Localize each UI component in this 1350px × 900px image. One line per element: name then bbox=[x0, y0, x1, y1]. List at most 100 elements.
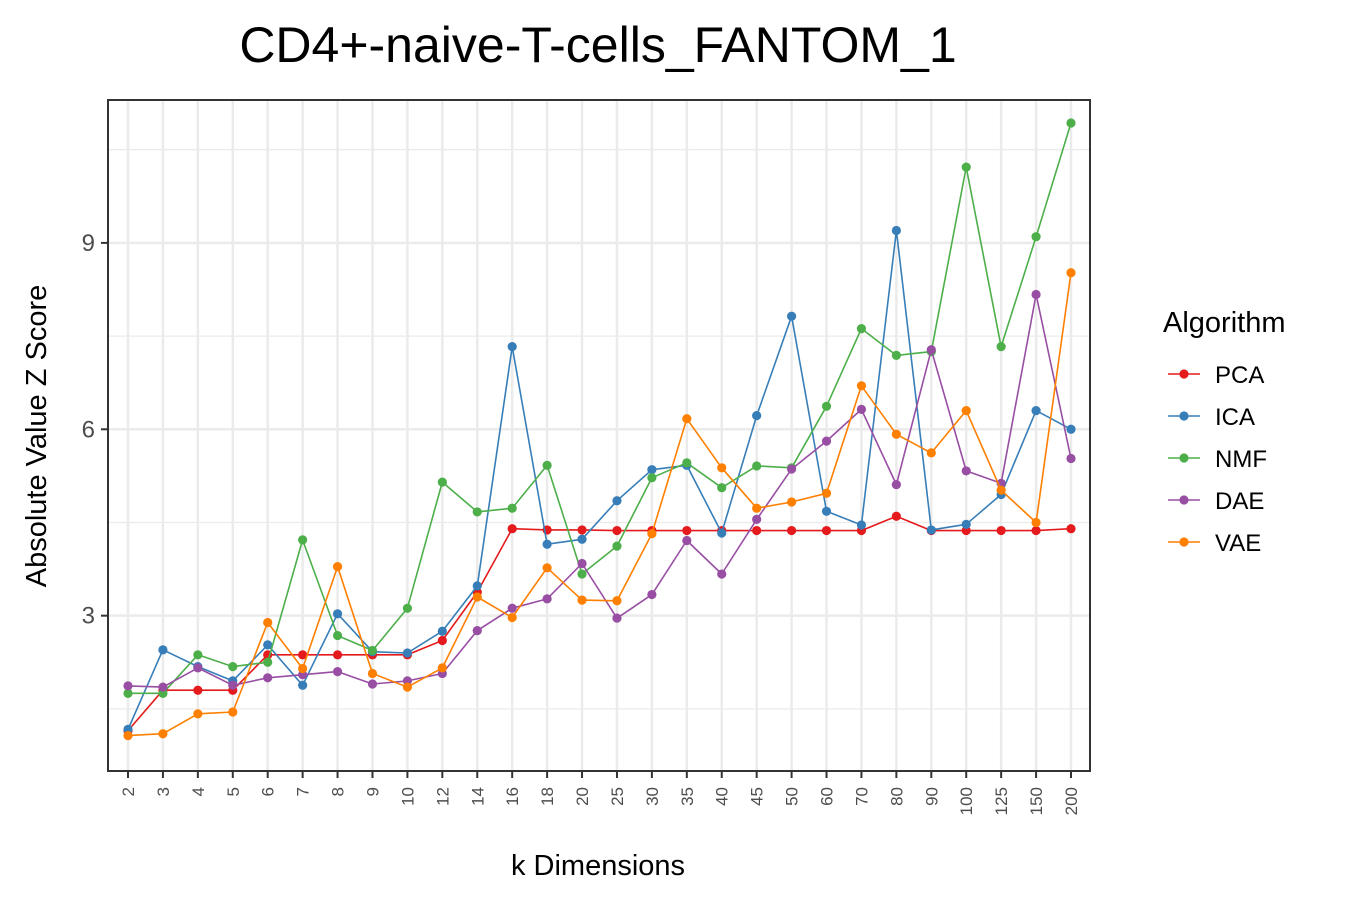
legend-key-point bbox=[1179, 495, 1189, 505]
x-tick-label: 16 bbox=[503, 787, 522, 806]
x-tick-label: 40 bbox=[713, 787, 732, 806]
data-point-ica bbox=[926, 525, 936, 535]
data-point-pca bbox=[891, 511, 901, 521]
data-point-vae bbox=[402, 682, 413, 692]
data-point-nmf bbox=[263, 657, 273, 667]
data-point-vae bbox=[228, 707, 238, 717]
data-point-dae bbox=[542, 594, 552, 604]
data-point-ica bbox=[577, 534, 587, 544]
data-point-vae bbox=[996, 485, 1006, 495]
data-point-nmf bbox=[717, 483, 727, 493]
x-tick-label: 12 bbox=[433, 787, 452, 806]
data-point-pca bbox=[193, 685, 203, 695]
legend-item-vae: VAE bbox=[1168, 530, 1261, 557]
x-axis-title: k Dimensions bbox=[511, 850, 685, 882]
data-point-vae bbox=[717, 463, 727, 473]
data-point-ica bbox=[717, 528, 727, 538]
legend-label: VAE bbox=[1215, 530, 1261, 557]
data-point-dae bbox=[1031, 289, 1041, 300]
data-point-pca bbox=[752, 525, 762, 536]
x-tick-label: 10 bbox=[398, 787, 417, 806]
data-point-pca bbox=[821, 525, 832, 536]
data-point-ica bbox=[821, 506, 832, 516]
data-point-nmf bbox=[647, 473, 657, 483]
data-point-vae bbox=[926, 448, 936, 458]
legend: Algorithm PCA ICA NMF DAE VAE bbox=[1163, 307, 1286, 557]
data-point-dae bbox=[123, 681, 133, 691]
data-point-nmf bbox=[577, 569, 587, 579]
data-point-dae bbox=[472, 625, 482, 636]
data-point-vae bbox=[332, 561, 343, 572]
chart-title: CD4+-naive-T-cells_FANTOM_1 bbox=[239, 17, 956, 73]
legend-key-point bbox=[1179, 537, 1189, 547]
data-point-nmf bbox=[402, 603, 413, 613]
data-point-vae bbox=[507, 612, 517, 623]
data-point-vae bbox=[367, 668, 378, 679]
data-point-nmf bbox=[367, 645, 378, 656]
data-point-dae bbox=[193, 663, 203, 673]
data-point-nmf bbox=[298, 535, 308, 545]
x-tick-label: 150 bbox=[1027, 787, 1046, 815]
legend-key-point bbox=[1179, 411, 1189, 421]
x-tick-label: 7 bbox=[294, 787, 313, 796]
data-point-pca bbox=[786, 525, 797, 536]
data-point-dae bbox=[507, 603, 517, 613]
x-tick-label: 25 bbox=[608, 787, 627, 806]
data-point-nmf bbox=[1066, 118, 1076, 128]
data-point-vae bbox=[298, 663, 308, 674]
x-tick-label: 14 bbox=[468, 787, 487, 806]
x-tick-label: 20 bbox=[573, 787, 592, 806]
data-point-dae bbox=[577, 558, 587, 569]
data-point-dae bbox=[158, 682, 168, 692]
data-point-ica bbox=[1066, 424, 1076, 434]
y-axis: 3 6 9 bbox=[82, 230, 108, 630]
series-vae bbox=[123, 268, 1076, 741]
data-point-nmf bbox=[123, 688, 133, 698]
x-tick-label: 35 bbox=[678, 787, 697, 806]
data-point-ica bbox=[612, 496, 622, 506]
data-point-nmf bbox=[332, 630, 343, 641]
data-point-ica bbox=[856, 520, 867, 530]
data-point-ica bbox=[472, 581, 482, 591]
data-point-ica bbox=[437, 626, 447, 636]
data-point-pca bbox=[1031, 525, 1041, 536]
data-point-vae bbox=[123, 730, 133, 741]
data-point-pca bbox=[577, 525, 587, 535]
series-line-nmf bbox=[128, 122, 1072, 695]
legend-label: PCA bbox=[1215, 362, 1264, 389]
data-point-nmf bbox=[612, 541, 622, 551]
data-point-dae bbox=[263, 673, 273, 683]
y-tick-label: 3 bbox=[82, 603, 95, 630]
data-point-ica bbox=[263, 640, 273, 650]
series-nmf bbox=[123, 118, 1076, 698]
legend-item-dae: DAE bbox=[1168, 488, 1264, 515]
data-point-vae bbox=[752, 503, 762, 513]
data-point-nmf bbox=[193, 650, 203, 660]
data-point-nmf bbox=[437, 477, 447, 487]
data-point-dae bbox=[891, 479, 901, 490]
grid-layer bbox=[108, 100, 1090, 771]
data-point-nmf bbox=[752, 461, 762, 471]
legend-item-nmf: NMF bbox=[1168, 446, 1267, 473]
x-tick-label: 6 bbox=[259, 787, 278, 796]
data-point-dae bbox=[752, 514, 762, 524]
data-point-ica bbox=[542, 539, 552, 549]
legend-key-point bbox=[1179, 369, 1189, 379]
data-point-pca bbox=[332, 650, 343, 660]
data-point-vae bbox=[577, 595, 587, 605]
data-point-nmf bbox=[961, 162, 971, 172]
data-point-dae bbox=[612, 613, 622, 623]
legend-title: Algorithm bbox=[1163, 307, 1286, 339]
data-point-nmf bbox=[996, 342, 1006, 352]
data-point-pca bbox=[298, 650, 308, 660]
data-point-dae bbox=[717, 569, 727, 579]
data-point-ica bbox=[332, 609, 343, 619]
data-point-dae bbox=[647, 589, 657, 600]
data-point-ica bbox=[752, 411, 762, 421]
data-point-vae bbox=[193, 709, 203, 719]
data-point-dae bbox=[367, 679, 378, 689]
data-point-vae bbox=[158, 729, 168, 739]
data-point-nmf bbox=[542, 460, 552, 470]
